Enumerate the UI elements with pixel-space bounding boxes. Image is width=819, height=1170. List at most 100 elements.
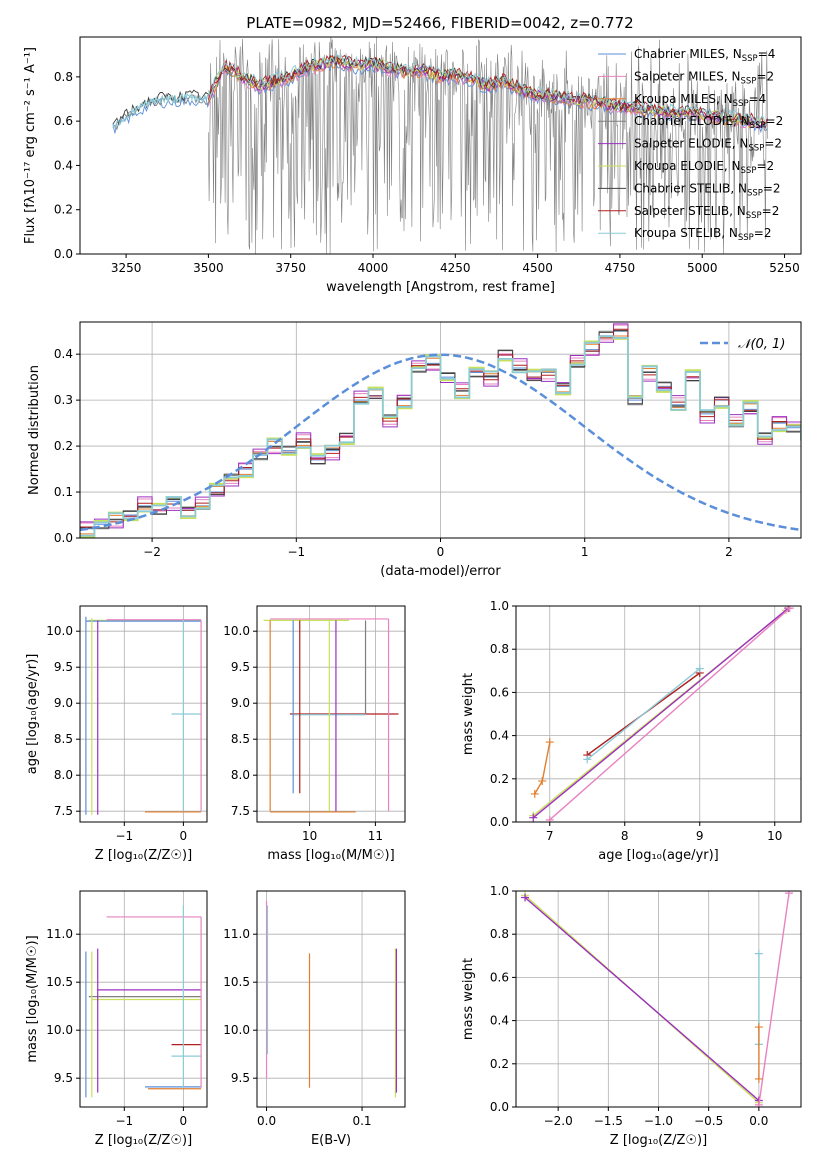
histogram-series-0 [80, 330, 801, 530]
weight-line [532, 607, 789, 819]
y-tick-label: 10.0 [46, 1023, 73, 1037]
legend-label: Chabrier MILES, NSSP=4 [634, 47, 775, 64]
histogram-series-8 [80, 335, 801, 537]
y-tick-label: 10.5 [223, 975, 250, 989]
y-tick-label: 0.1 [54, 485, 73, 499]
axes-frame [256, 605, 406, 823]
y-tick-label: 0.8 [54, 70, 73, 84]
y-tick-label: 10.5 [46, 975, 73, 989]
x-tick-label: 0.1 [352, 1114, 371, 1128]
y-tick-label: 8.5 [54, 732, 73, 746]
x-tick-label: 11 [368, 829, 383, 843]
y-axis-label: mass [log₁₀(M/M☉)] [25, 935, 40, 1062]
weight-marker [695, 664, 704, 673]
legend-label: Salpeter STELIB, NSSP=2 [634, 204, 779, 221]
massweight-vs-age-panel: 7 8 9 10 0.0 0.2 0.4 0.6 0.8 1.0 age [log₁₀(age/yr… [461, 599, 802, 863]
y-tick-label: 9.0 [231, 696, 250, 710]
plot-area [263, 618, 399, 813]
x-tick-label: −1 [287, 545, 305, 559]
x-tick-label: 3250 [111, 261, 142, 275]
weight-marker [545, 738, 554, 747]
y-tick-label: 11.0 [223, 927, 250, 941]
y-tick-label: 0.4 [490, 1014, 509, 1028]
x-axis-label: Z [log₁₀(Z/Z☉)] [95, 848, 192, 863]
y-tick-label: 0.4 [54, 158, 73, 172]
weight-line [586, 668, 701, 760]
weight-marker [521, 893, 530, 902]
legend-label: Kroupa STELIB, NSSP=2 [634, 226, 772, 243]
y-tick-label: 0.0 [490, 1100, 509, 1114]
weight-line [534, 741, 551, 795]
y-tick-label: 8.0 [231, 768, 250, 782]
histogram-series-7 [80, 328, 801, 528]
x-tick-label: 0 [180, 1114, 188, 1128]
legend-label: 𝒩(0, 1) [738, 337, 785, 352]
plot-area [80, 323, 801, 538]
y-axis-label: Flux [fλ10⁻¹⁷ erg cm⁻² s⁻¹ A⁻¹] [23, 47, 38, 244]
weight-marker [754, 1074, 763, 1083]
x-tick-label: −0.5 [694, 1114, 723, 1128]
weight-marker [784, 891, 793, 898]
legend-label: Salpeter ELODIE, NSSP=2 [634, 137, 782, 154]
y-tick-label: 0.8 [490, 927, 509, 941]
x-tick-label: −2 [143, 545, 161, 559]
y-tick-label: 8.0 [54, 768, 73, 782]
y-tick-label: 0.8 [490, 642, 509, 656]
y-tick-label: 9.5 [231, 660, 250, 674]
figure-title: PLATE=0982, MJD=52466, FIBERID=0042, z=0… [246, 14, 633, 32]
x-axis-label: Z [log₁₀(Z/Z☉)] [95, 1133, 192, 1148]
residuals-panel: 𝒩(0, 1) −2 −1 0 1 2 0.0 0.1 0.2 0.3 0.4 (data-model… [27, 321, 802, 579]
histogram-series-4 [80, 323, 801, 529]
model-line-7 [207, 54, 768, 126]
y-tick-label: 0.4 [490, 729, 509, 743]
histogram-series-3 [80, 330, 801, 530]
axes-frame [79, 890, 208, 1108]
panels: Chabrier MILES, NSSP=4 Salpeter MILES, NS… [23, 36, 802, 1148]
weight-marker [754, 949, 763, 958]
weight-line [758, 893, 790, 1105]
y-tick-label: 10.0 [223, 624, 250, 638]
age-vs-mass-panel: 10 11 7.5 8.0 8.5 9.0 9.5 10.0 mass [log₁₀(M/M☉)… [223, 605, 406, 863]
massweight-vs-Z-panel: −2.0 −1.5 −1.0 −0.5 0.0 0.0 0.2 0.4 0.6 0.8 1.0 Z [… [461, 884, 802, 1148]
x-tick-label: 4000 [358, 261, 389, 275]
x-tick-label: 5250 [769, 261, 800, 275]
weight-marker [545, 815, 554, 822]
x-tick-label: −1 [115, 829, 133, 843]
spectrum-panel: Chabrier MILES, NSSP=4 Salpeter MILES, NS… [23, 36, 802, 295]
y-tick-label: 9.5 [54, 1071, 73, 1085]
weight-marker [529, 813, 538, 822]
y-tick-label: 0.2 [54, 203, 73, 217]
y-tick-label: 0.6 [54, 114, 73, 128]
x-tick-label: 8 [621, 829, 629, 843]
legend-label: Kroupa ELODIE, NSSP=2 [634, 159, 774, 176]
y-tick-label: 9.5 [231, 1071, 250, 1085]
y-tick-label: 9.5 [54, 660, 73, 674]
y-tick-label: 0.0 [54, 247, 73, 261]
legend-label: Chabrier ELODIE, NSSP=2 [634, 114, 783, 131]
x-axis-label: (data-model)/error [380, 564, 501, 579]
plot-area [112, 37, 768, 254]
weight-marker [754, 1023, 763, 1032]
histogram-series-2 [80, 335, 801, 535]
x-tick-label: 10 [302, 829, 317, 843]
weight-line [524, 896, 760, 1102]
y-tick-label: 0.0 [54, 531, 73, 545]
legend-label: Chabrier STELIB, NSSP=2 [634, 181, 781, 198]
x-tick-label: 4500 [522, 261, 553, 275]
x-tick-label: −2.0 [544, 1114, 573, 1128]
x-axis-label: mass [log₁₀(M/M☉)] [267, 848, 394, 863]
x-tick-label: 5000 [687, 261, 718, 275]
x-axis-label: wavelength [Angstrom, rest frame] [326, 280, 555, 295]
x-tick-label: 0.0 [749, 1114, 768, 1128]
y-tick-label: 0.3 [54, 393, 73, 407]
y-tick-label: 10.0 [223, 1023, 250, 1037]
y-axis-label: mass weight [461, 958, 476, 1040]
plot-area [265, 900, 398, 1098]
y-tick-label: 1.0 [490, 884, 509, 898]
y-tick-label: 1.0 [490, 599, 509, 613]
x-axis-label: E(B-V) [311, 1133, 351, 1148]
y-axis-label: age [log₁₀(age/yr)] [25, 654, 40, 775]
legend-label: Salpeter MILES, NSSP=2 [634, 69, 774, 86]
y-tick-label: 0.6 [490, 970, 509, 984]
